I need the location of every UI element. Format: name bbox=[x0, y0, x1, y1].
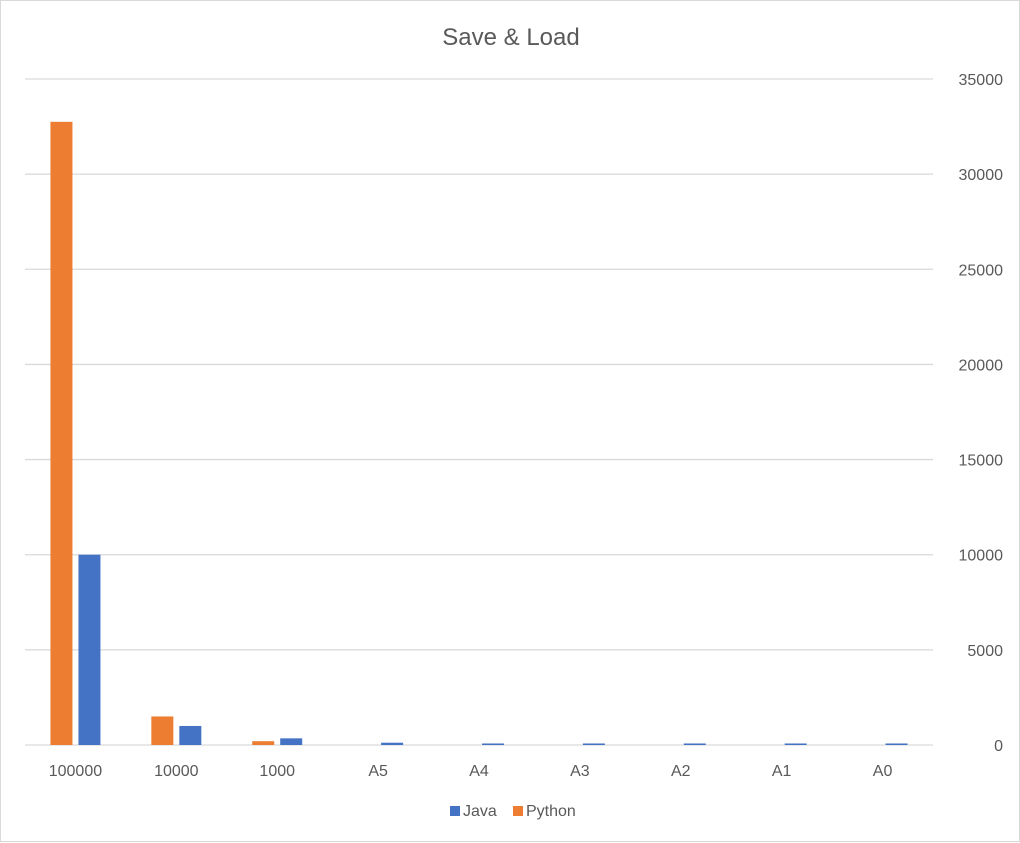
bar-python-1000 bbox=[252, 741, 275, 745]
legend-swatch-java bbox=[450, 806, 460, 816]
bar-java-a0 bbox=[885, 743, 908, 745]
y-tick-label: 10000 bbox=[959, 548, 1004, 565]
legend: Java Python bbox=[450, 803, 576, 820]
y-axis-ticks: 0 5000 10000 15000 20000 25000 30000 35000 bbox=[959, 72, 1004, 755]
bars bbox=[50, 121, 908, 746]
y-tick-label: 5000 bbox=[967, 643, 1003, 660]
bar-java-a2 bbox=[683, 743, 706, 745]
y-tick-label: 35000 bbox=[959, 72, 1004, 89]
x-tick-label: A1 bbox=[772, 763, 792, 780]
y-tick-label: 20000 bbox=[959, 357, 1004, 374]
legend-label-java: Java bbox=[463, 803, 497, 820]
bar-python-10000 bbox=[151, 716, 174, 745]
x-tick-label: 10000 bbox=[154, 763, 199, 780]
bar-java-a4 bbox=[482, 743, 504, 745]
bar-python-100000 bbox=[50, 121, 73, 746]
x-tick-label: A4 bbox=[469, 763, 489, 780]
bar-java-a5 bbox=[381, 742, 404, 745]
legend-swatch-python bbox=[513, 806, 523, 816]
bar-java-100000 bbox=[78, 554, 101, 745]
bar-java-10000 bbox=[179, 725, 202, 745]
bar-java-1000 bbox=[280, 738, 303, 745]
y-tick-label: 0 bbox=[994, 738, 1003, 755]
bar-java-a1 bbox=[784, 743, 807, 745]
chart-title: Save & Load bbox=[442, 24, 579, 51]
legend-label-python: Python bbox=[526, 803, 576, 820]
x-tick-label: 1000 bbox=[259, 763, 295, 780]
x-tick-label: A5 bbox=[368, 763, 388, 780]
y-tick-label: 15000 bbox=[959, 453, 1004, 470]
y-tick-label: 25000 bbox=[959, 262, 1004, 279]
x-tick-label: 100000 bbox=[49, 763, 102, 780]
x-tick-label: A3 bbox=[570, 763, 590, 780]
y-tick-label: 30000 bbox=[959, 167, 1004, 184]
x-tick-label: A0 bbox=[873, 763, 893, 780]
gridlines bbox=[25, 78, 933, 746]
bar-java-a3 bbox=[582, 743, 605, 745]
x-axis-ticks: 100000 10000 1000 A5 A4 A3 A2 A1 A0 bbox=[49, 763, 893, 780]
x-tick-label: A2 bbox=[671, 763, 691, 780]
